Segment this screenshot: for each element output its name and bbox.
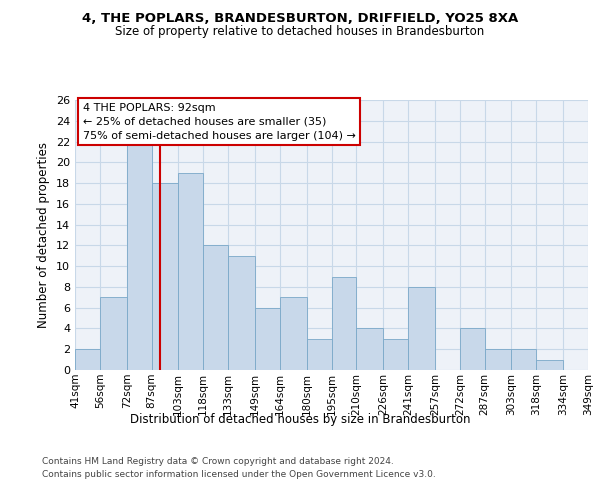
Bar bbox=[331, 276, 356, 370]
Bar bbox=[307, 339, 331, 370]
Bar bbox=[511, 349, 536, 370]
Text: 4 THE POPLARS: 92sqm
← 25% of detached houses are smaller (35)
75% of semi-detac: 4 THE POPLARS: 92sqm ← 25% of detached h… bbox=[83, 102, 356, 141]
Text: Distribution of detached houses by size in Brandesburton: Distribution of detached houses by size … bbox=[130, 412, 470, 426]
Bar bbox=[460, 328, 485, 370]
Bar bbox=[203, 246, 228, 370]
Bar bbox=[127, 142, 152, 370]
Bar bbox=[280, 298, 307, 370]
Bar bbox=[228, 256, 255, 370]
Bar bbox=[536, 360, 563, 370]
Bar bbox=[100, 298, 127, 370]
Bar bbox=[75, 349, 100, 370]
Bar bbox=[255, 308, 280, 370]
Bar bbox=[485, 349, 511, 370]
Text: Contains HM Land Registry data © Crown copyright and database right 2024.: Contains HM Land Registry data © Crown c… bbox=[42, 458, 394, 466]
Bar bbox=[178, 172, 203, 370]
Text: 4, THE POPLARS, BRANDESBURTON, DRIFFIELD, YO25 8XA: 4, THE POPLARS, BRANDESBURTON, DRIFFIELD… bbox=[82, 12, 518, 26]
Bar bbox=[356, 328, 383, 370]
Bar bbox=[152, 183, 178, 370]
Y-axis label: Number of detached properties: Number of detached properties bbox=[37, 142, 50, 328]
Bar bbox=[383, 339, 408, 370]
Text: Contains public sector information licensed under the Open Government Licence v3: Contains public sector information licen… bbox=[42, 470, 436, 479]
Text: Size of property relative to detached houses in Brandesburton: Size of property relative to detached ho… bbox=[115, 25, 485, 38]
Bar bbox=[408, 287, 435, 370]
